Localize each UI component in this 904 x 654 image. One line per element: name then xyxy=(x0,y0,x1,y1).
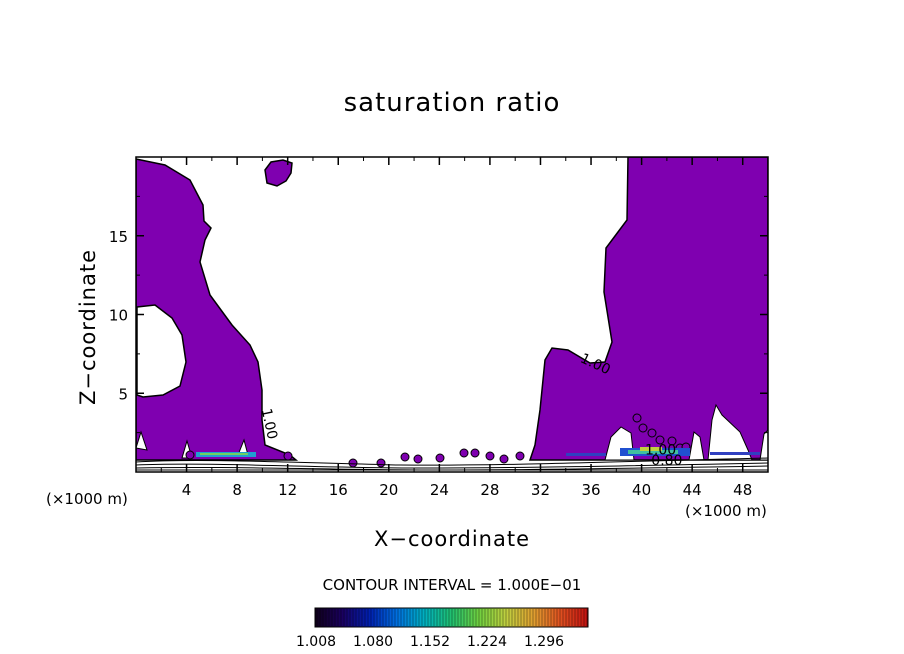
x-unit-right: (×1000 m) xyxy=(685,502,767,520)
left-hole xyxy=(136,304,187,398)
right-region xyxy=(528,157,768,461)
x-tick-label-28: 28 xyxy=(480,481,499,499)
colorbar-tick-2: 1.152 xyxy=(410,634,450,650)
x-axis: 4 8 12 16 20 24 28 32 36 40 44 48 xyxy=(160,157,752,499)
blob-16 xyxy=(667,436,677,446)
x-tick-label-48: 48 xyxy=(733,481,752,499)
y-axis: 5 10 15 xyxy=(109,195,768,434)
right-hole-4 xyxy=(759,429,768,461)
chart-title: saturation ratio xyxy=(343,88,561,118)
blob-0 xyxy=(185,450,195,460)
colorbar: 1.008 1.080 1.152 1.224 1.296 xyxy=(296,607,589,650)
x-tick-label-4: 4 xyxy=(182,481,192,499)
x-tick-label-36: 36 xyxy=(581,481,600,499)
left-hole-bottom-1 xyxy=(136,430,148,451)
x-tick-label-16: 16 xyxy=(329,481,348,499)
x-tick-label-24: 24 xyxy=(430,481,449,499)
x-tick-label-40: 40 xyxy=(632,481,651,499)
contour-label-2: 1.00 xyxy=(645,443,676,459)
small-blobs xyxy=(185,413,691,468)
blob-12 xyxy=(632,413,642,423)
y-tick-label-10: 10 xyxy=(109,307,128,325)
y-tick-label-15: 15 xyxy=(109,228,128,246)
filled-regions xyxy=(136,157,768,461)
x-tick-label-44: 44 xyxy=(683,481,702,499)
blob-13 xyxy=(638,423,648,433)
x-tick-label-12: 12 xyxy=(278,481,297,499)
y-axis-label: Z−coordinate xyxy=(76,249,100,405)
blob-9 xyxy=(485,451,495,461)
blob-1 xyxy=(283,451,293,461)
blob-11 xyxy=(515,451,525,461)
blob-8 xyxy=(470,448,480,458)
colorbar-tick-0: 1.008 xyxy=(296,634,336,650)
blob-3 xyxy=(376,458,386,468)
blob-15 xyxy=(655,435,665,445)
x-tick-label-8: 8 xyxy=(232,481,242,499)
blob-4 xyxy=(400,452,410,462)
blob-10 xyxy=(499,454,509,464)
top-blob xyxy=(264,159,293,187)
contour-label-3: 0.80 xyxy=(651,453,682,469)
y-tick-label-5: 5 xyxy=(118,385,128,403)
blob-5 xyxy=(413,454,423,464)
blob-6 xyxy=(435,453,445,463)
x-tick-label-32: 32 xyxy=(531,481,550,499)
x-tick-label-20: 20 xyxy=(379,481,398,499)
x-unit-left: (×1000 m) xyxy=(46,490,128,508)
x-axis-label: X−coordinate xyxy=(374,527,530,551)
colorbar-tick-3: 1.224 xyxy=(467,634,507,650)
blob-7 xyxy=(459,448,469,458)
contour-label-1: 1.00 xyxy=(258,407,280,441)
contour-interval-text: CONTOUR INTERVAL = 1.000E−01 xyxy=(322,576,582,594)
blob-14 xyxy=(647,428,657,438)
colorbar-tick-4: 1.296 xyxy=(524,634,564,650)
colorbar-tick-1: 1.080 xyxy=(353,634,393,650)
surface-layer xyxy=(136,447,768,471)
blob-2 xyxy=(348,458,358,468)
